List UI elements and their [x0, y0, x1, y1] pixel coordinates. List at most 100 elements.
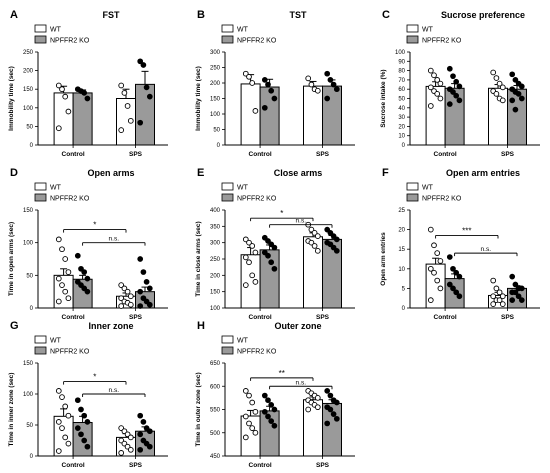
bar-wt-sps [303, 85, 323, 146]
y-tick-label: 0 [217, 143, 221, 149]
legend-swatch-wt [221, 24, 234, 33]
legend-label-ko: NPFFR2 KO [50, 349, 90, 356]
y-axis-label: Immobility time (sec) [8, 66, 15, 131]
data-point [330, 233, 337, 239]
data-point [140, 269, 147, 275]
panel-title: Open arms [87, 168, 134, 178]
data-point [265, 413, 271, 420]
y-tick-label: 200 [210, 81, 221, 87]
data-point [308, 239, 315, 246]
legend-label-ko: NPFFR2 KO [237, 196, 277, 203]
bar-ko-control [259, 249, 280, 309]
data-point [437, 258, 444, 264]
data-point [509, 71, 516, 78]
y-tick-label: 70 [398, 78, 405, 84]
data-point [62, 403, 69, 410]
data-point [55, 388, 62, 394]
x-category-label: SPS [501, 314, 515, 321]
y-axis-label: Time in inner zone (sec) [8, 373, 15, 447]
y-tick-label: 150 [23, 87, 34, 93]
data-point [509, 297, 516, 304]
data-point [118, 127, 125, 133]
data-point [55, 236, 62, 243]
data-point [249, 80, 256, 86]
y-tick-label: 250 [210, 66, 221, 72]
data-point [427, 226, 434, 233]
data-point [324, 420, 331, 427]
data-point [434, 250, 441, 256]
y-tick-label: 250 [23, 50, 34, 56]
data-point [65, 108, 72, 115]
data-point [515, 293, 522, 300]
data-point [137, 256, 144, 262]
data-point [314, 87, 321, 94]
y-tick-label: 60 [398, 87, 405, 93]
legend: WT NPFFR2 KO [34, 335, 90, 356]
y-tick-label: 0 [30, 306, 34, 312]
data-point [330, 81, 337, 88]
data-point [493, 90, 500, 97]
data-point [137, 119, 144, 126]
y-tick-label: 100 [23, 106, 34, 112]
legend-label-ko: NPFFR2 KO [50, 38, 90, 45]
data-point [65, 269, 72, 275]
legend-swatch-wt [406, 182, 419, 191]
data-point [518, 95, 525, 102]
legend-swatch-wt [34, 182, 47, 191]
data-point [518, 83, 525, 90]
y-tick-label: 150 [23, 208, 34, 214]
panel-title: Inner zone [88, 321, 133, 331]
legend-swatch-ko [221, 193, 234, 202]
y-tick-label: 100 [23, 241, 34, 247]
data-point [333, 415, 340, 422]
y-tick-label: 350 [210, 224, 221, 230]
legend-swatch-ko [34, 35, 47, 44]
legend-swatch-wt [34, 335, 47, 344]
data-point [140, 295, 147, 302]
data-point [146, 428, 153, 435]
data-point [271, 265, 278, 272]
data-point [327, 406, 334, 413]
data-point [327, 230, 334, 236]
data-point [324, 388, 331, 394]
legend-label-wt: WT [422, 27, 434, 34]
panel-title: Sucrose preference [441, 10, 525, 20]
significance-label: * [93, 221, 96, 230]
x-category-label: SPS [316, 462, 330, 469]
panel-d: D Open arms WT NPFFR2 KO 0 50 100 150 Time in op… [8, 167, 168, 321]
data-point [496, 297, 503, 304]
panel-letter: E [197, 167, 204, 179]
data-point [252, 249, 259, 256]
data-point [453, 78, 460, 85]
data-point [261, 408, 268, 415]
data-point [65, 295, 72, 302]
y-tick-label: 25 [398, 208, 405, 214]
data-point [118, 450, 125, 456]
legend: WT NPFFR2 KO [34, 24, 90, 45]
x-category-label: Control [62, 462, 85, 469]
x-category-label: SPS [129, 462, 143, 469]
data-point [261, 77, 268, 83]
y-axis-label: Sucrose intake (%) [380, 69, 387, 127]
data-point [55, 448, 62, 454]
data-point [121, 285, 128, 292]
panel-title: Outer zone [274, 321, 321, 331]
data-point [65, 440, 72, 447]
data-point [118, 303, 125, 309]
data-point [431, 72, 437, 79]
data-point [330, 244, 337, 251]
legend-label-wt: WT [237, 27, 249, 34]
data-point [271, 244, 278, 251]
y-axis-label: Immobility time (sec) [195, 66, 202, 131]
legend-label-wt: WT [50, 27, 62, 34]
data-point [55, 275, 62, 282]
significance-label: n.s. [296, 218, 307, 225]
data-point [140, 419, 147, 425]
data-point [261, 249, 268, 256]
panel-letter: H [197, 320, 205, 332]
data-point [59, 282, 65, 288]
data-point [268, 402, 275, 408]
data-point [311, 243, 318, 249]
y-axis-label: Time in open arms (sec) [8, 222, 15, 296]
